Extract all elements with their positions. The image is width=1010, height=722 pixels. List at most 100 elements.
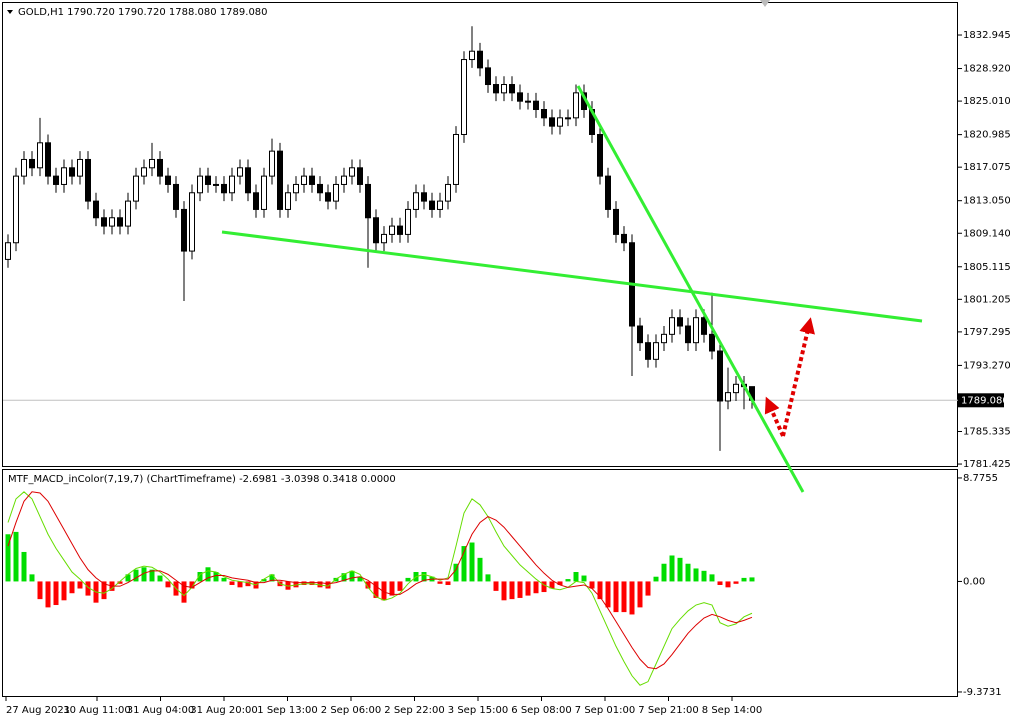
- histogram-bar: [37, 581, 43, 600]
- y-tick-label: -9.3731: [963, 687, 1002, 698]
- price-panel-frame: [2, 2, 958, 467]
- histogram-bar: [493, 581, 499, 591]
- candle-body: [85, 158, 91, 202]
- candle-body: [189, 192, 195, 252]
- candle-body: [77, 158, 83, 177]
- x-tick-label: 7 Sep 01:00: [575, 705, 635, 716]
- histogram-bar: [469, 542, 475, 582]
- candle-body: [501, 84, 507, 94]
- candle-body: [693, 317, 699, 344]
- y-tick-label: 0.00: [963, 576, 985, 587]
- candle-body: [421, 192, 427, 202]
- indicator-panel-frame: [2, 469, 958, 697]
- indicator-title: MTF_MACD_inColor(7,19,7) (ChartTimeframe…: [8, 474, 396, 485]
- x-tick-label: 1 Sep 13:00: [257, 705, 317, 716]
- histogram-bar: [581, 575, 587, 582]
- candle-body: [245, 167, 251, 194]
- histogram-bar: [445, 581, 451, 585]
- histogram-bar: [213, 572, 219, 582]
- candle-body: [285, 192, 291, 210]
- x-tick-label: 2 Sep 06:00: [321, 705, 381, 716]
- histogram-bar: [309, 581, 315, 585]
- histogram-bar: [237, 581, 243, 588]
- histogram-bar: [533, 581, 539, 594]
- histogram-bar: [365, 581, 371, 589]
- x-tick-label: 27 Aug 2021: [6, 705, 70, 716]
- histogram-bar: [293, 581, 299, 588]
- candle-body: [53, 175, 59, 185]
- histogram-bar: [701, 570, 707, 582]
- candle-body: [485, 67, 491, 86]
- candle-body: [141, 167, 147, 177]
- histogram-bar: [605, 581, 611, 608]
- candle-body: [389, 225, 395, 235]
- histogram-bar: [325, 581, 331, 589]
- histogram-bar: [541, 581, 547, 593]
- candle-body: [701, 317, 707, 335]
- chart-title: GOLD,H1 1790.720 1790.720 1788.080 1789.…: [18, 7, 268, 18]
- histogram-bar: [597, 581, 603, 600]
- candle-body: [133, 175, 139, 202]
- histogram-bar: [573, 572, 579, 582]
- histogram-bar: [669, 555, 675, 582]
- y-tick-label: 1801.205: [963, 294, 1010, 305]
- histogram-bar: [245, 581, 251, 587]
- signal-line: [7, 491, 753, 670]
- candle-body: [613, 208, 619, 235]
- candle-body: [453, 133, 459, 185]
- histogram-bar: [685, 563, 691, 582]
- candle-body: [69, 167, 75, 177]
- candle-body: [45, 142, 51, 177]
- histogram-bar: [461, 546, 467, 582]
- projection-arrow: [764, 396, 785, 437]
- histogram-bar: [421, 572, 427, 582]
- histogram-bar: [61, 581, 67, 601]
- candle-body: [29, 158, 35, 169]
- candle-body: [517, 92, 523, 102]
- candle-body: [21, 158, 27, 177]
- histogram-bar: [125, 574, 131, 582]
- histogram-bar: [117, 581, 123, 584]
- candle-body: [397, 225, 403, 235]
- histogram-bar: [437, 581, 443, 584]
- shift-marker: [760, 0, 770, 7]
- candle-body: [261, 175, 267, 210]
- x-tick-label: 31 Aug 20:00: [190, 705, 257, 716]
- y-tick-label: 1828.920: [963, 64, 1010, 75]
- candle-body: [293, 183, 299, 194]
- y-tick-label: 1813.050: [963, 196, 1010, 207]
- plot-layer: 1832.945 1828.920 1825.010 1820.985 1817.075…: [3, 26, 1010, 716]
- current-price-box: [958, 393, 1004, 408]
- candle-body: [469, 50, 475, 61]
- histogram-bar: [485, 574, 491, 582]
- candle-body: [661, 333, 667, 344]
- candle-body: [605, 175, 611, 210]
- histogram-bar: [381, 581, 387, 601]
- histogram-bar: [749, 577, 755, 582]
- candle-body: [405, 208, 411, 235]
- histogram-bar: [349, 570, 355, 582]
- histogram-bar: [53, 581, 59, 606]
- candle-body: [557, 117, 563, 127]
- histogram-bar: [69, 581, 75, 594]
- candle-body: [341, 175, 347, 185]
- y-tick-label: 1781.425: [963, 459, 1010, 470]
- macd-line: [7, 491, 753, 686]
- candle-body: [365, 183, 371, 219]
- menu-triangle: [7, 10, 13, 14]
- histogram-bar: [397, 581, 403, 591]
- y-tick-label: 1809.140: [963, 228, 1010, 239]
- candle-body: [597, 133, 603, 177]
- histogram-bar: [197, 572, 203, 582]
- histogram-bar: [693, 568, 699, 582]
- candle-body: [325, 192, 331, 202]
- candle-body: [429, 200, 435, 210]
- candle-body: [413, 192, 419, 210]
- histogram-bar: [389, 581, 395, 596]
- candle-body: [125, 200, 131, 227]
- histogram-bar: [509, 581, 515, 600]
- candle-body: [117, 217, 123, 227]
- candle-body: [549, 117, 555, 127]
- histogram-bar: [77, 581, 83, 589]
- histogram-bar: [733, 581, 739, 584]
